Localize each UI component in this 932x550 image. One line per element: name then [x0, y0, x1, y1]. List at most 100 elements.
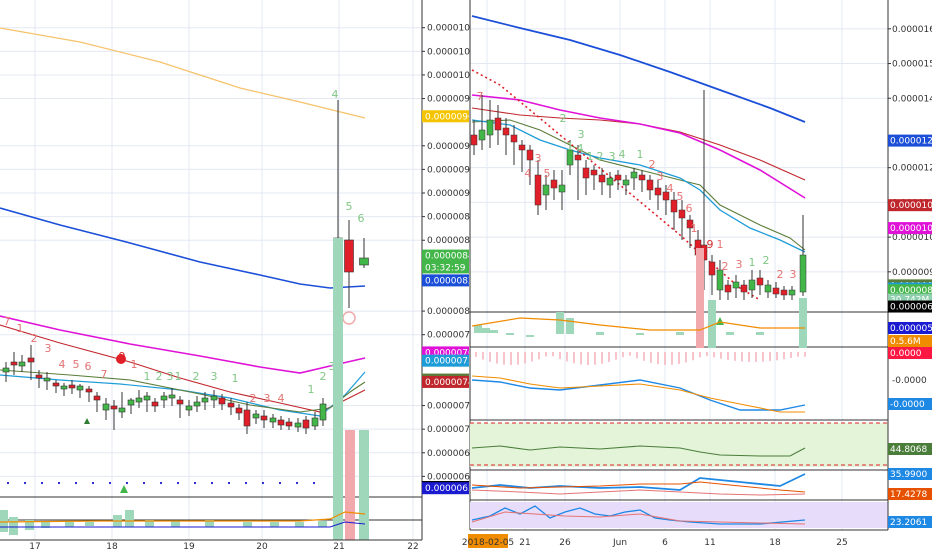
left-sequence-label: 5: [346, 200, 353, 213]
right-candle-body: [756, 277, 764, 286]
left-dot-marker: [108, 481, 112, 485]
right-sequence-label: 2: [722, 260, 729, 273]
left-candle-body: [102, 403, 110, 411]
right-sequence-label: 7: [477, 90, 484, 103]
right-price-tag-label: 0.00001026: [890, 224, 932, 234]
right-sequence-label: 3: [736, 258, 743, 271]
right-volume-bar: [756, 332, 764, 335]
right-candle-body: [598, 174, 606, 183]
left-dot-marker: [40, 481, 44, 485]
left-signal-triangle: [120, 485, 128, 493]
left-axis-tick-label: 0.00000700: [427, 425, 482, 435]
left-sequence-label: 1: [175, 370, 182, 383]
right-macd-signal: [471, 375, 805, 413]
left-candle-body: [10, 361, 18, 366]
left-volume-bar: [85, 522, 94, 526]
right-sequence-label: 2: [597, 150, 604, 163]
left-sequence-label: 1: [232, 372, 239, 385]
right-price-tag-bg: [888, 300, 932, 313]
right-price-axis[interactable]: 0.00001600 0.00001500 0.00001400 0.00001200…: [887, 0, 932, 550]
left-sequence-label: 3: [45, 342, 52, 355]
right-sequence-label: 2: [763, 254, 770, 267]
right-sequence-label: 1: [637, 148, 644, 161]
right-sequence-label: 1: [567, 140, 574, 153]
right-candle-body: [799, 254, 807, 293]
left-volume-bar: [125, 510, 134, 527]
left-axis-tick-label: 0.00000920: [427, 165, 482, 175]
left-candle-body: [218, 397, 226, 405]
right-axis-background: [888, 0, 932, 550]
right-axis-tick-label: 0.00001200: [892, 164, 932, 174]
left-volume-bar: [359, 430, 369, 540]
right-time-axis[interactable]: 2018-02-05 21 26 Jun 6 11 18 25: [462, 529, 888, 548]
right-candle-body: [550, 179, 558, 189]
right-macd-low-tag-bg: [888, 398, 932, 410]
right-candle-body: [614, 174, 622, 181]
right-volume-bar: [566, 318, 574, 334]
right-ma-green: [471, 119, 806, 251]
right-axis-tick-label: 0.00001400: [892, 94, 932, 104]
right-rsi-tag-bg: [888, 443, 932, 455]
right-volume-bar: [799, 298, 807, 348]
left-candle-body: [185, 405, 193, 411]
right-candle-body: [630, 171, 638, 179]
left-volume-ma2: [0, 521, 366, 528]
left-candle-body: [227, 402, 235, 408]
right-dmi-plus-tag-bg: [888, 468, 932, 480]
right-candle-body: [670, 199, 678, 213]
left-volume-bar: [171, 521, 180, 527]
left-price-tag-bg: [422, 261, 469, 274]
left-dot-marker: [125, 481, 129, 485]
left-candle-body: [110, 405, 118, 410]
right-candle-body: [646, 179, 654, 191]
right-candle-body: [662, 191, 670, 201]
left-time-tick-label: 21: [333, 542, 344, 550]
right-rsi-band: [470, 423, 888, 467]
left-candle-body: [118, 407, 126, 413]
left-price-tag-label: 0.00000758: [425, 357, 480, 367]
left-sequence-label: 2: [193, 370, 200, 383]
left-price-axis[interactable]: 0.00001040 0.00001020 0.00001000 0.00000980…: [421, 0, 482, 540]
left-volume-bar: [345, 430, 355, 540]
right-time-tick-label: 18: [769, 538, 781, 548]
right-sequence-label: 4: [525, 167, 532, 180]
left-dot-marker: [57, 481, 61, 485]
left-volume-bar: [318, 521, 327, 527]
right-dmi-minus-tag-label: 17.4278: [890, 490, 927, 500]
left-axis-tick-label: 0.00000980: [427, 95, 482, 105]
left-price-tag-bg: [422, 274, 469, 287]
right-sequence-label: 3: [790, 268, 797, 281]
right-sequence-label: 4: [667, 182, 674, 195]
left-candle-body: [18, 361, 26, 367]
right-candle-body: [510, 134, 518, 143]
right-volume-tag-bg: [888, 322, 932, 334]
left-axis-tick-label: 0.00001040: [427, 24, 482, 34]
left-plot-background: [0, 0, 422, 540]
right-candle-body: [574, 154, 582, 161]
left-sequence-label: 4: [332, 88, 339, 101]
right-volume-small-tag-bg: [888, 335, 932, 347]
left-sequence-label: 3: [264, 392, 271, 405]
right-adx-tag-bg: [888, 516, 932, 528]
right-volume-bar: [556, 312, 564, 334]
left-candle-body: [201, 397, 209, 403]
left-sequence-label: 2: [250, 392, 257, 405]
right-price-tag-bg: [888, 284, 932, 297]
left-dot-marker: [91, 481, 95, 485]
right-candle-body: [772, 287, 780, 295]
left-sequence-label: 4: [278, 392, 285, 405]
left-dot-marker: [176, 481, 180, 485]
left-dot-marker: [142, 481, 146, 485]
left-grid: [0, 0, 422, 540]
left-time-axis[interactable]: 17 18 19 20 21 22: [0, 539, 470, 550]
left-volume-bar: [25, 520, 34, 530]
right-candle-body: [486, 119, 494, 136]
left-candle-body: [43, 377, 51, 382]
right-volume-bar: [676, 332, 684, 335]
right-candle-body: [678, 209, 686, 219]
left-sequence-label: 2: [31, 332, 38, 345]
left-sequence-label: 6: [85, 360, 92, 373]
right-ma-cyan: [471, 119, 806, 253]
left-ma-green: [0, 369, 366, 413]
left-axis-tick-label: 0.00000860: [427, 236, 482, 246]
